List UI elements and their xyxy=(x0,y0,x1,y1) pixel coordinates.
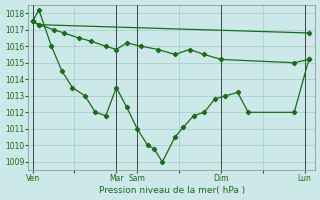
X-axis label: Pression niveau de la mer( hPa ): Pression niveau de la mer( hPa ) xyxy=(99,186,245,195)
